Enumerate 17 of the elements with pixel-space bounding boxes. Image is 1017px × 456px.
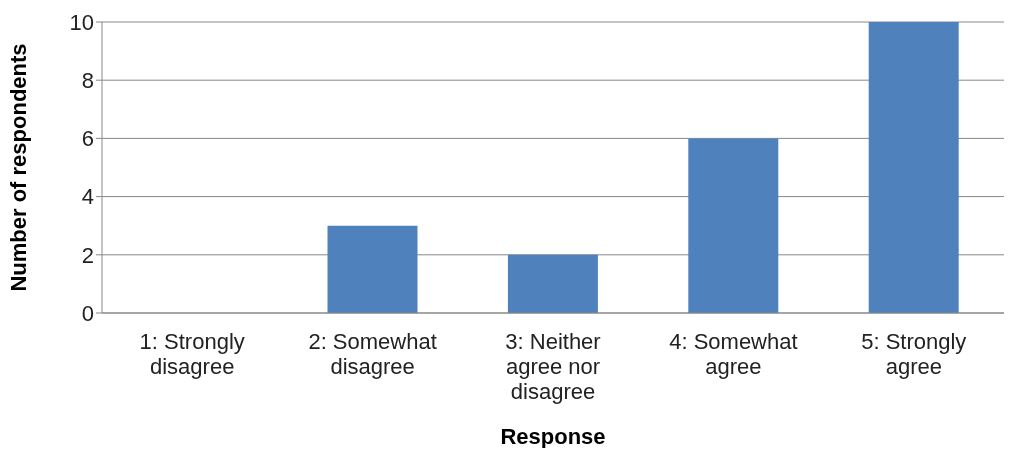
y-tick-label: 10 — [69, 9, 94, 35]
bar — [868, 22, 959, 313]
x-tick-label: 3: Neither agree nor disagree — [505, 329, 601, 404]
y-tick-label: 8 — [81, 68, 94, 94]
y-tick-label: 2 — [81, 242, 94, 268]
bar — [507, 254, 598, 313]
x-tick-label: 4: Somewhat agree — [669, 329, 798, 379]
bar — [688, 138, 779, 313]
x-axis-title: Response — [500, 424, 606, 449]
y-axis-title: Number of respondents — [5, 43, 31, 292]
y-tick-label: 6 — [81, 126, 94, 152]
y-tick-label: 4 — [81, 184, 94, 210]
bar — [327, 225, 418, 313]
x-tick-label: 2: Somewhat disagree — [308, 329, 437, 379]
y-tick-label: 0 — [81, 300, 94, 326]
x-tick-label: 1: Strongly disagree — [139, 329, 245, 379]
x-tick-label: 5: Strongly agree — [861, 329, 967, 379]
